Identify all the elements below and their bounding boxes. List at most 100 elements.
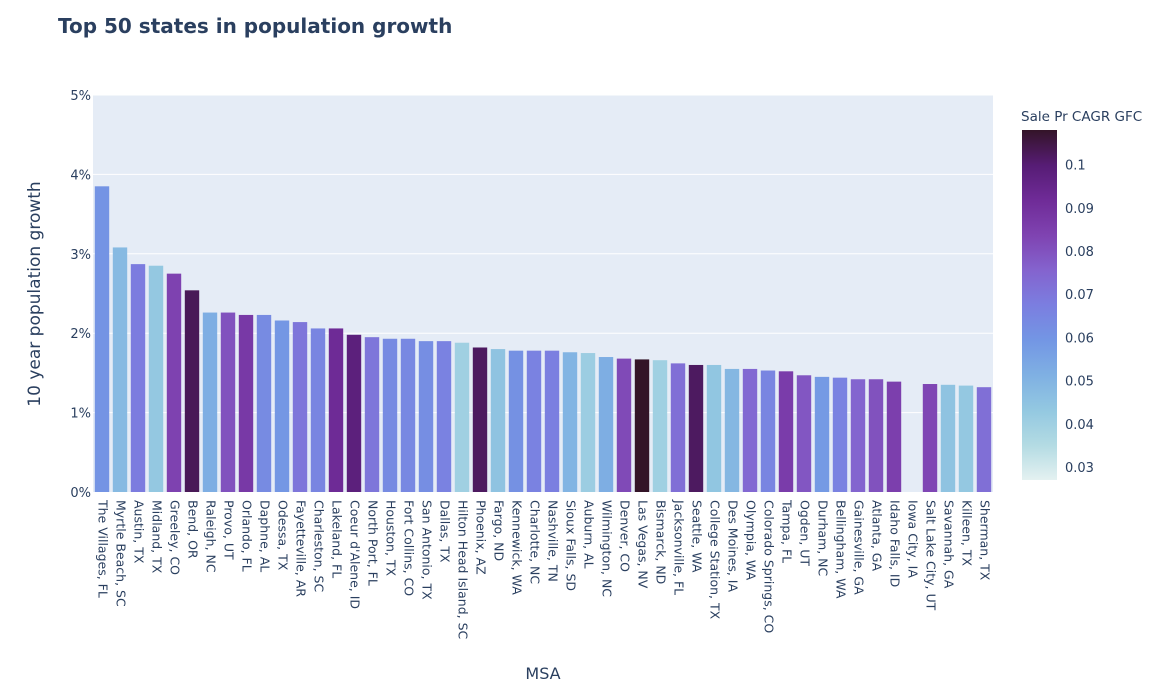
- bar[interactable]: [526, 350, 542, 492]
- bar[interactable]: [652, 360, 668, 492]
- x-tick-label: Odessa, TX: [276, 500, 291, 571]
- bar[interactable]: [472, 347, 488, 492]
- bar[interactable]: [778, 371, 794, 492]
- x-tick-label: Las Vegas, NV: [636, 500, 651, 589]
- x-tick-label: San Antonio, TX: [420, 500, 435, 600]
- x-axis-label: MSA: [525, 664, 560, 683]
- y-axis-label: 10 year population growth: [25, 181, 45, 406]
- x-tick-label: North Port, FL: [366, 500, 381, 586]
- colorbar-tick-label: 0.09: [1065, 202, 1094, 217]
- x-tick-label: Colorado Springs, CO: [762, 500, 777, 633]
- x-tick-label: College Station, TX: [708, 500, 723, 620]
- bar[interactable]: [742, 368, 758, 492]
- bar[interactable]: [418, 341, 434, 492]
- x-tick-label: Bismarck, ND: [654, 500, 669, 584]
- bar[interactable]: [796, 375, 812, 492]
- x-tick-label: Atlanta, GA: [870, 500, 885, 571]
- bar[interactable]: [760, 370, 776, 492]
- y-tick-label: 0%: [70, 486, 91, 501]
- x-tick-label: Midland, TX: [150, 500, 165, 574]
- x-tick-label: Nashville, TN: [546, 500, 561, 582]
- colorbar-tick-label: 0.06: [1065, 331, 1094, 346]
- bar[interactable]: [130, 264, 146, 492]
- colorbar-title: Sale Pr CAGR GFC: [1021, 109, 1142, 125]
- x-tick-label: Myrtle Beach, SC: [114, 500, 129, 607]
- bar[interactable]: [634, 359, 650, 492]
- x-tick-label: Savannah, GA: [942, 500, 957, 589]
- bar[interactable]: [724, 368, 740, 492]
- x-tick-label: Coeur d'Alene, ID: [348, 500, 363, 609]
- bar[interactable]: [400, 338, 416, 492]
- x-tick-label: Austin, TX: [132, 500, 147, 564]
- x-tick-label: Sioux Falls, SD: [564, 500, 579, 591]
- x-tick-label: Tampa, FL: [780, 499, 795, 563]
- bar[interactable]: [184, 290, 200, 492]
- bar[interactable]: [436, 341, 452, 492]
- x-tick-label: Fort Collins, CO: [402, 500, 417, 596]
- bar[interactable]: [976, 387, 992, 492]
- x-tick-label: Des Moines, IA: [726, 500, 741, 592]
- bar[interactable]: [940, 384, 956, 492]
- colorbar-tick-label: 0.03: [1065, 461, 1094, 476]
- bar[interactable]: [598, 357, 614, 492]
- y-tick-label: 5%: [70, 89, 91, 104]
- bar[interactable]: [220, 312, 236, 492]
- bar[interactable]: [256, 314, 272, 492]
- bar[interactable]: [544, 350, 560, 492]
- x-tick-label: Durham, NC: [816, 500, 831, 577]
- x-tick-label: Greeley, CO: [168, 500, 183, 575]
- bar[interactable]: [292, 322, 308, 492]
- x-tick-label: Kennewick, WA: [510, 500, 525, 595]
- y-tick-label: 2%: [70, 327, 91, 342]
- x-tick-label: Fargo, ND: [492, 500, 507, 561]
- bar[interactable]: [94, 186, 110, 492]
- x-tick-label: Raleigh, NC: [204, 500, 219, 573]
- x-tick-label: Denver, CO: [618, 500, 633, 572]
- bar[interactable]: [670, 363, 686, 492]
- x-tick-label: Dallas, TX: [438, 500, 453, 563]
- colorbar-tick-label: 0.1: [1065, 159, 1086, 174]
- bar[interactable]: [382, 338, 398, 492]
- bar[interactable]: [238, 314, 254, 492]
- bar[interactable]: [706, 364, 722, 492]
- bar[interactable]: [112, 247, 128, 492]
- bar[interactable]: [922, 384, 938, 492]
- x-tick-label: Jacksonville, FL: [672, 499, 687, 595]
- bar[interactable]: [886, 381, 902, 492]
- bar[interactable]: [562, 352, 578, 492]
- x-tick-label: Fayetteville, AR: [294, 500, 309, 597]
- bar[interactable]: [490, 349, 506, 492]
- bar[interactable]: [166, 273, 182, 492]
- bar[interactable]: [454, 342, 470, 492]
- bar[interactable]: [832, 377, 848, 492]
- bar[interactable]: [580, 353, 596, 492]
- colorbar-tick-label: 0.04: [1065, 418, 1094, 433]
- x-tick-label: Phoenix, AZ: [474, 500, 489, 575]
- bar[interactable]: [310, 328, 326, 492]
- x-tick-label: Iowa City, IA: [906, 500, 921, 578]
- bar[interactable]: [328, 328, 344, 492]
- x-tick-label: Wilmington, NC: [600, 500, 615, 597]
- bar[interactable]: [958, 385, 974, 492]
- x-tick-label: Provo, UT: [222, 500, 237, 560]
- bar[interactable]: [202, 312, 218, 492]
- x-tick-label: Daphne, AL: [258, 500, 273, 572]
- bar[interactable]: [814, 376, 830, 492]
- x-tick-label: Seattle, WA: [690, 500, 705, 573]
- x-tick-label: Bend, OR: [186, 500, 201, 559]
- colorbar-tick-label: 0.05: [1065, 375, 1094, 390]
- bar[interactable]: [850, 379, 866, 492]
- x-tick-label: Bellingham, WA: [834, 500, 849, 599]
- x-tick-label: Orlando, FL: [240, 500, 255, 572]
- bar[interactable]: [616, 358, 632, 492]
- bar[interactable]: [346, 334, 362, 492]
- bar[interactable]: [148, 265, 164, 492]
- bar[interactable]: [688, 364, 704, 492]
- bar[interactable]: [508, 350, 524, 492]
- x-tick-label: Lakeland, FL: [330, 500, 345, 578]
- x-tick-label: Salt Lake City, UT: [924, 500, 939, 611]
- bar[interactable]: [364, 337, 380, 492]
- bar[interactable]: [868, 379, 884, 492]
- bar[interactable]: [274, 320, 290, 492]
